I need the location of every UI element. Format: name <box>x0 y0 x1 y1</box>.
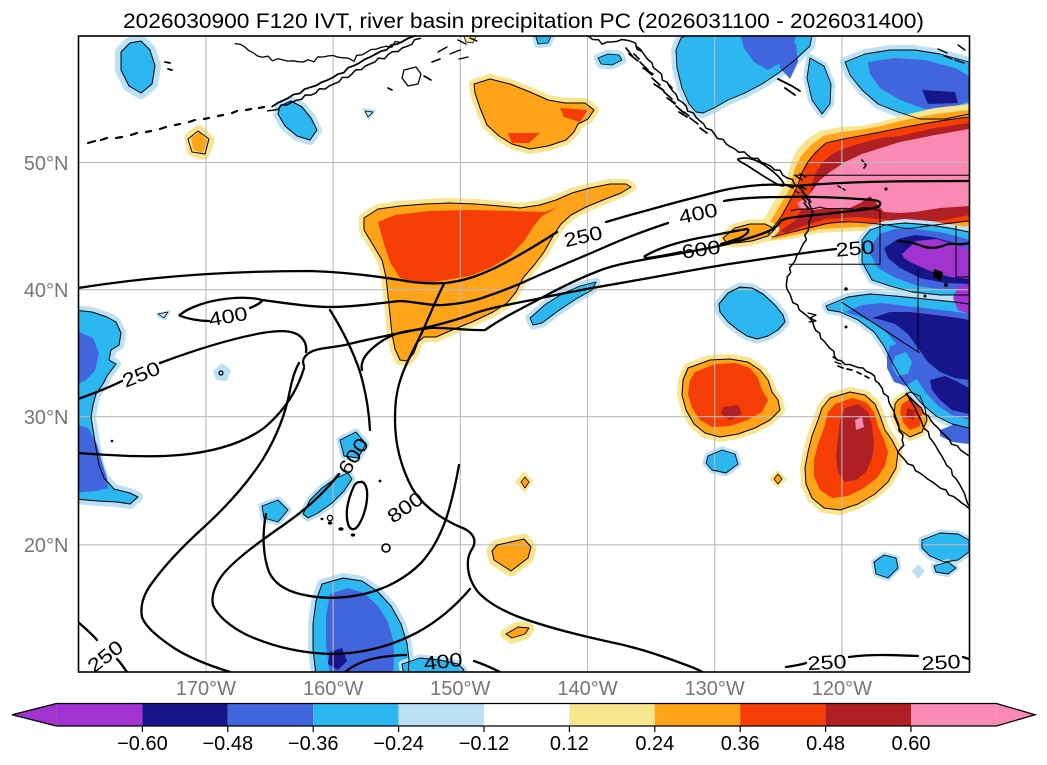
svg-text:250: 250 <box>807 651 847 675</box>
svg-text:0.12: 0.12 <box>550 733 589 755</box>
svg-text:−0.48: −0.48 <box>202 733 253 755</box>
svg-text:0.48: 0.48 <box>806 733 845 755</box>
svg-text:400: 400 <box>422 649 464 676</box>
svg-text:140°W: 140°W <box>557 678 617 700</box>
svg-text:40°N: 40°N <box>24 280 69 302</box>
svg-text:0.60: 0.60 <box>892 733 931 755</box>
svg-text:170°W: 170°W <box>176 678 236 700</box>
svg-text:2026030900 F120 IVT, river bas: 2026030900 F120 IVT, river basin precipi… <box>123 9 924 33</box>
svg-text:30°N: 30°N <box>24 407 69 429</box>
svg-text:50°N: 50°N <box>24 153 69 175</box>
svg-text:130°W: 130°W <box>685 678 745 700</box>
svg-text:160°W: 160°W <box>303 678 363 700</box>
svg-text:−0.60: −0.60 <box>117 733 168 755</box>
svg-text:150°W: 150°W <box>430 678 490 700</box>
svg-text:0.24: 0.24 <box>635 733 674 755</box>
svg-text:−0.36: −0.36 <box>288 733 339 755</box>
svg-text:600: 600 <box>680 236 722 263</box>
svg-text:120°W: 120°W <box>812 678 872 700</box>
svg-text:250: 250 <box>835 236 876 261</box>
svg-text:0.36: 0.36 <box>721 733 760 755</box>
svg-text:−0.24: −0.24 <box>373 733 424 755</box>
svg-text:20°N: 20°N <box>24 535 69 557</box>
svg-text:−0.12: −0.12 <box>459 733 510 755</box>
svg-text:250: 250 <box>921 651 961 675</box>
